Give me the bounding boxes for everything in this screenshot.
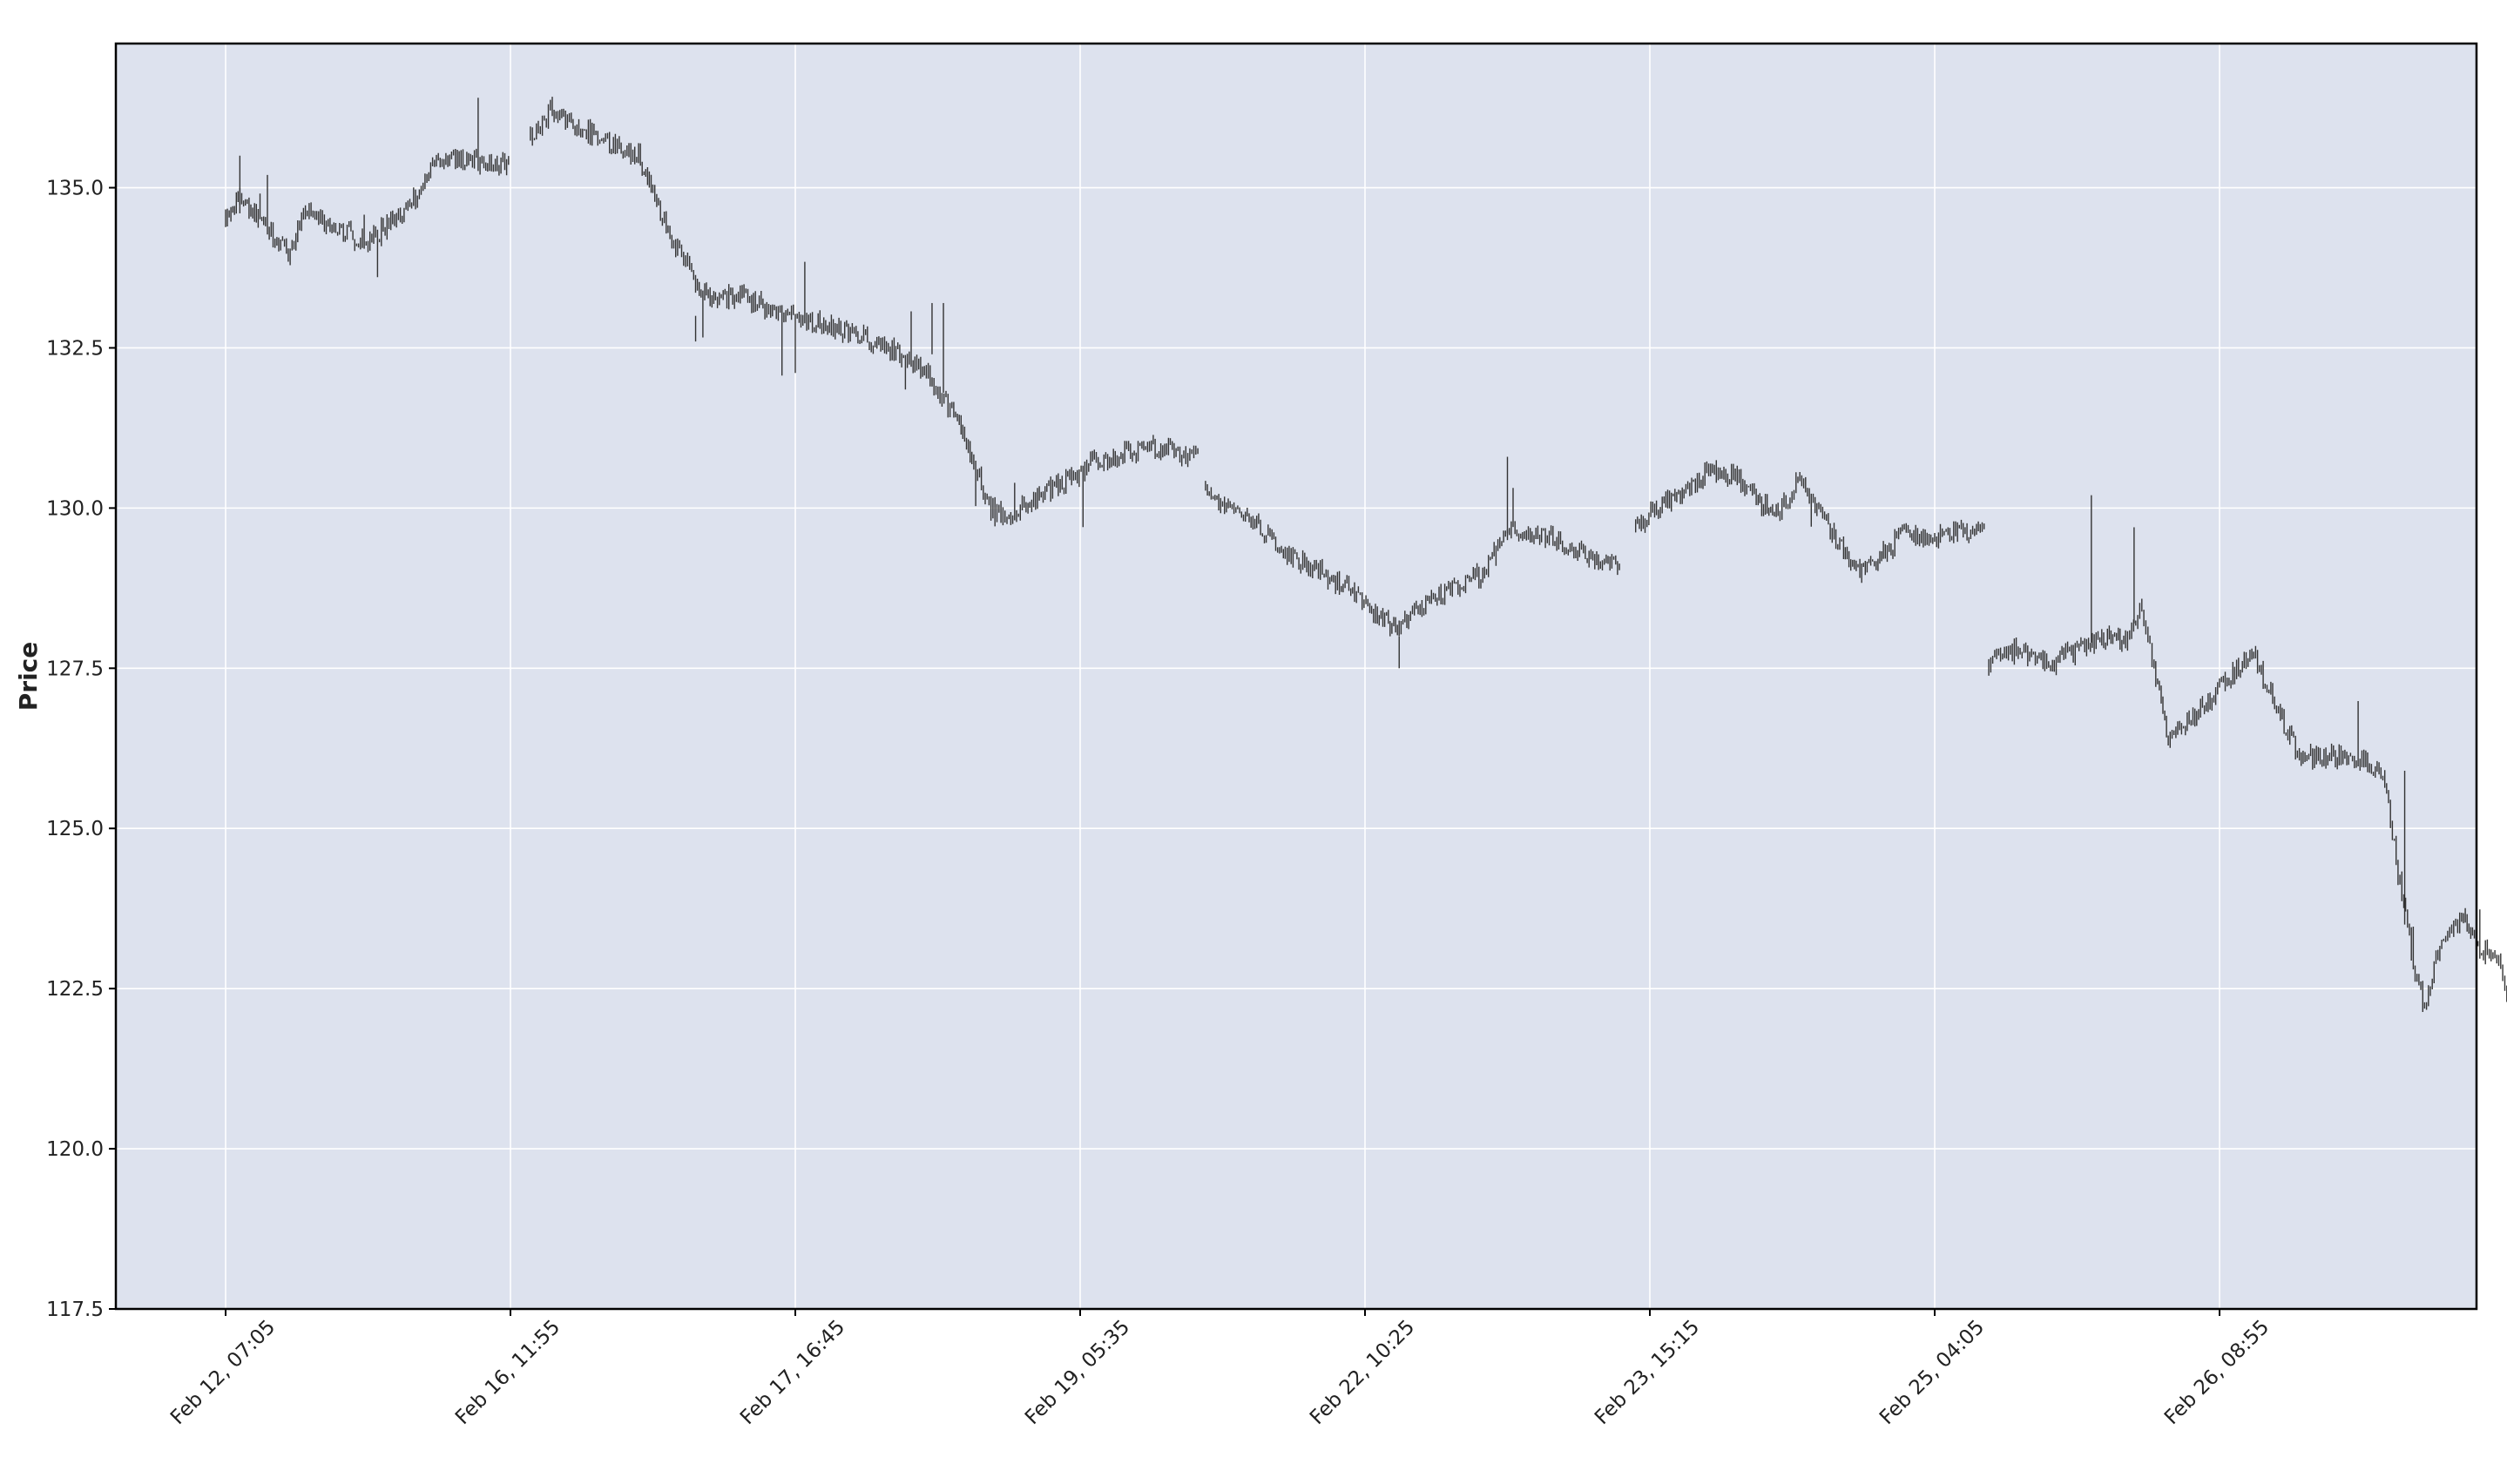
series-segment: [1988, 598, 2507, 1012]
x-tick-label: Feb 26, 08:55: [2160, 1316, 2274, 1429]
y-tick-label: 127.5: [46, 658, 104, 680]
grid-lines: [116, 44, 2477, 1310]
y-axis-title: Price: [14, 642, 43, 712]
x-tick-label: Feb 17, 16:45: [736, 1316, 849, 1429]
y-tick-label: 130.0: [46, 497, 104, 520]
y-tick-label: 135.0: [46, 178, 104, 200]
series-segment: [225, 98, 510, 278]
candle-wicks: [1988, 598, 2507, 1012]
y-tick-label: 120.0: [46, 1138, 104, 1161]
x-tick-label: Feb 25, 04:05: [1875, 1316, 1989, 1429]
x-tick-label: Feb 12, 07:05: [166, 1316, 280, 1429]
x-axis: Feb 12, 07:05 Feb 16, 11:55 Feb 17, 16:45 F…: [166, 1309, 2274, 1429]
candle-wicks: [530, 97, 1199, 528]
y-axis: 117.5 120.0 122.5 125.0 127.5 130.0 132.5 135.0: [46, 178, 116, 1321]
y-tick-label: 122.5: [46, 978, 104, 1001]
x-tick-label: Feb 19, 05:35: [1021, 1316, 1134, 1429]
y-tick-label: 125.0: [46, 818, 104, 840]
candle-wicks: [225, 98, 510, 278]
candle-wicks: [1205, 481, 1620, 637]
series-segment: [1635, 460, 1985, 583]
series-segment: [530, 97, 1199, 528]
x-tick-label: Feb 16, 11:55: [451, 1316, 564, 1429]
candle-wicks: [1635, 460, 1985, 583]
price-spikes: [239, 155, 2406, 925]
plot-frame: [114, 42, 2478, 1311]
x-tick-label: Feb 23, 15:15: [1591, 1316, 1704, 1429]
price-series: [225, 97, 2507, 1012]
y-tick-label: 132.5: [46, 337, 104, 360]
y-tick-label: 117.5: [46, 1298, 104, 1321]
series-segment: [1205, 481, 1620, 637]
plot-background: [116, 44, 2477, 1309]
x-tick-label: Feb 22, 10:25: [1306, 1316, 1419, 1429]
